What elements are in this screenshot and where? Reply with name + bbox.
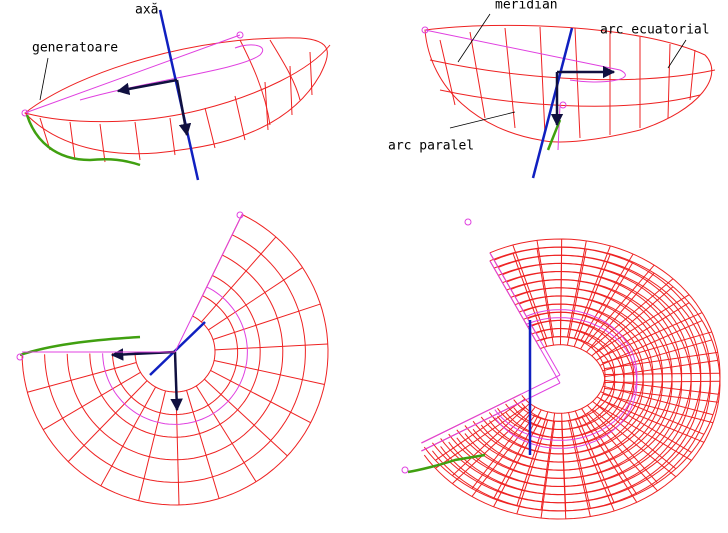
label-equatorial-arc: arc ecuatorial <box>600 23 710 38</box>
mesh-line <box>44 234 306 483</box>
label-axis: axă <box>135 3 158 18</box>
mesh-line <box>480 303 654 463</box>
label-generatrix: generatoare <box>32 41 118 56</box>
mesh-line <box>505 328 625 438</box>
mesh-line <box>42 371 141 431</box>
mesh-line <box>488 303 644 447</box>
mesh-line <box>195 385 257 483</box>
surface-view-4 <box>401 218 721 520</box>
mesh-line <box>208 267 303 331</box>
mesh-line <box>432 246 711 504</box>
mesh-line <box>494 317 638 449</box>
mesh-line <box>100 386 157 487</box>
mesh-line <box>134 315 216 393</box>
mesh-line <box>489 260 561 384</box>
mesh-line <box>204 378 288 457</box>
mesh-line <box>421 382 561 452</box>
mesh-line <box>200 236 277 323</box>
mesh-line <box>66 254 284 461</box>
mesh-line <box>89 274 261 438</box>
mesh-line <box>174 214 243 353</box>
label-meridian: meridian <box>495 0 558 13</box>
mesh-line <box>521 344 606 422</box>
mesh-line <box>448 271 692 495</box>
mesh-line <box>488 311 644 455</box>
generatrix-curve <box>407 453 486 474</box>
mesh-line <box>138 390 166 501</box>
mesh-line <box>212 303 321 340</box>
mesh-line <box>464 287 673 479</box>
surface-view-2 <box>421 13 716 179</box>
mesh-line <box>210 370 311 424</box>
mesh-line <box>111 295 239 416</box>
mesh-line <box>432 254 711 512</box>
mesh-line <box>21 214 329 506</box>
mesh-line <box>513 336 616 430</box>
surface-view-3 <box>16 211 329 506</box>
mesh-line <box>440 262 702 504</box>
mesh-line <box>67 380 148 462</box>
mesh-line <box>214 343 328 351</box>
surface-view-1 <box>21 9 331 181</box>
mesh-line <box>464 279 673 471</box>
mesh-line <box>213 359 325 385</box>
mesh-line <box>423 246 721 520</box>
mesh-line <box>521 336 606 414</box>
mesh-line <box>489 252 561 376</box>
label-parallel-arc: arc paralel <box>388 139 474 154</box>
mesh-line <box>186 390 220 499</box>
mesh-line <box>472 295 664 471</box>
mesh-line <box>421 374 561 444</box>
mesh-line <box>27 362 137 393</box>
mesh-line <box>494 309 638 441</box>
mesh-line <box>102 286 248 425</box>
mesh-line <box>456 279 683 487</box>
